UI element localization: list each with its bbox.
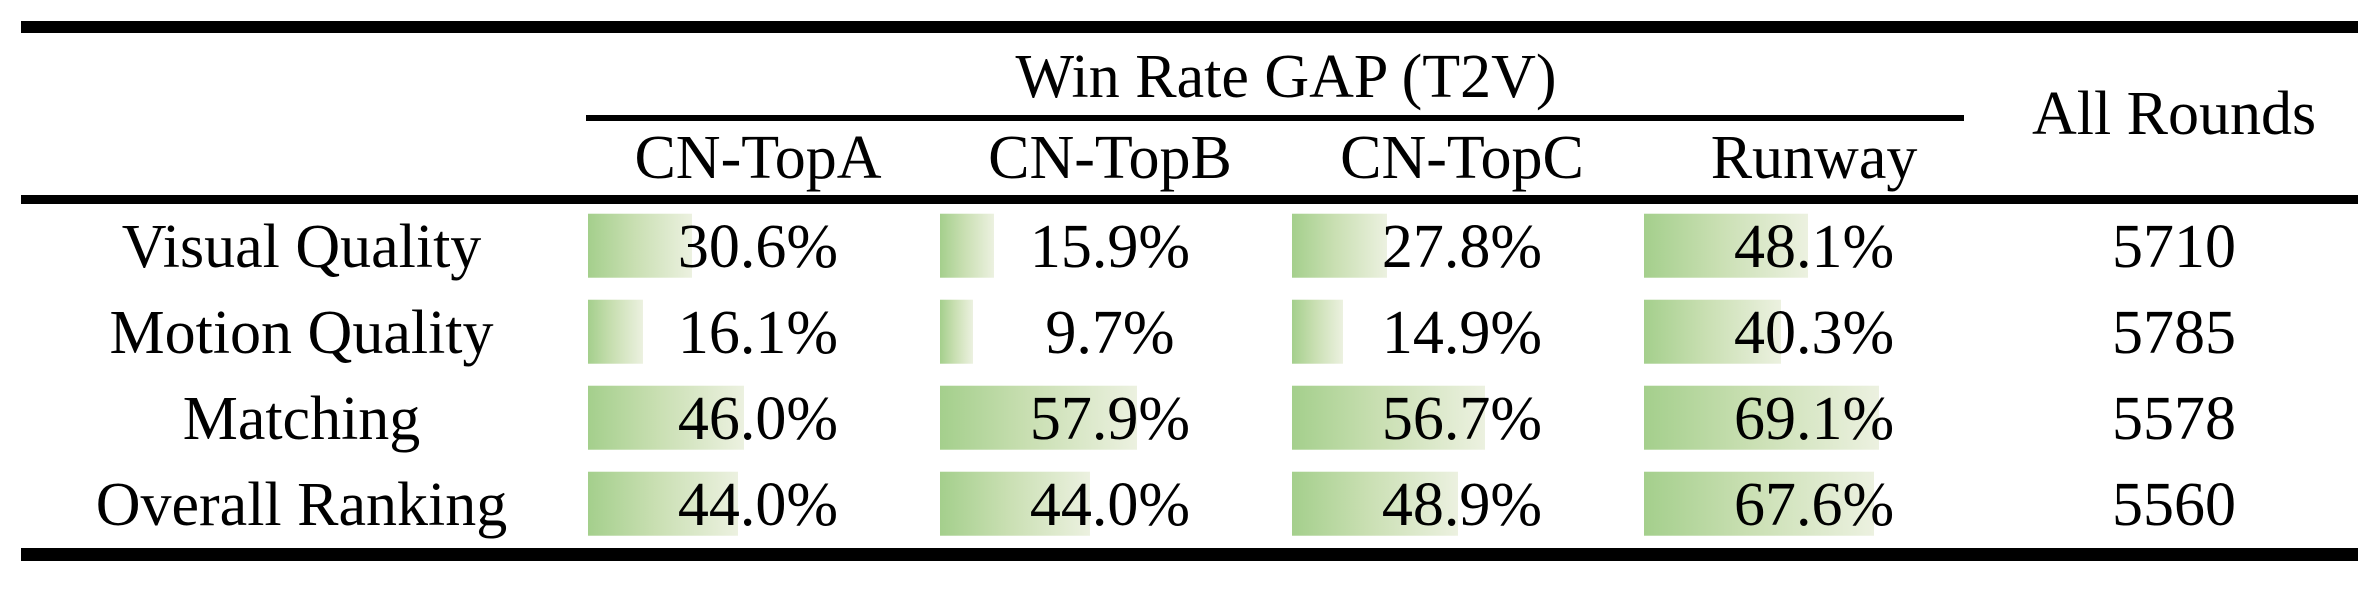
column-header-cn-topc: CN-TopC	[1286, 121, 1638, 204]
value-cell: 48.9%	[1286, 462, 1638, 555]
win-rate-value: 57.9%	[1029, 385, 1191, 453]
value-cell: 44.0%	[582, 462, 934, 555]
all-rounds-value: 5710	[2112, 213, 2237, 281]
win-rate-bar	[588, 299, 643, 364]
value-cell: 56.7%	[1286, 376, 1638, 462]
group-header-row: Win Rate GAP (T2V) All Rounds	[21, 27, 2359, 204]
value-cell: 69.1%	[1638, 376, 1990, 462]
all-rounds-value: 5560	[2112, 471, 2237, 539]
win-rate-bar	[1292, 385, 1485, 450]
win-rate-value: 44.0%	[1029, 471, 1191, 539]
value-cell: 14.9%	[1286, 290, 1638, 376]
win-rate-value: 44.0%	[677, 471, 839, 539]
value-cell: 44.0%	[934, 462, 1286, 555]
row-label: Matching	[182, 385, 421, 453]
win-rate-bar	[588, 385, 745, 450]
column-header-cn-topa: CN-TopA	[582, 121, 934, 204]
win-rate-bar	[1292, 299, 1343, 364]
value-cell: 16.1%	[582, 290, 934, 376]
win-rate-bar	[940, 213, 995, 278]
win-rate-gap-table: Win Rate GAP (T2V) All Rounds CN-TopA CN…	[21, 21, 2359, 561]
win-rate-value: 56.7%	[1381, 385, 1543, 453]
win-rate-bar	[588, 213, 693, 278]
win-rate-value: 27.8%	[1381, 213, 1543, 281]
row-label: Visual Quality	[121, 213, 482, 281]
win-rate-bar	[1644, 471, 1874, 536]
value-cell: 48.1%	[1638, 200, 1990, 291]
win-rate-bar	[940, 299, 973, 364]
value-cell: 30.6%	[582, 200, 934, 291]
win-rate-value: 48.9%	[1381, 471, 1543, 539]
win-rate-value: 9.7%	[1045, 299, 1175, 367]
win-rate-bar	[1644, 385, 1879, 450]
value-cell: 9.7%	[934, 290, 1286, 376]
group-header-underline	[586, 115, 1965, 121]
all-rounds-header: All Rounds	[1990, 27, 2359, 204]
win-rate-value: 67.6%	[1733, 471, 1895, 539]
win-rate-value: 15.9%	[1029, 213, 1191, 281]
table-row-overall-ranking: Overall Ranking 44.0% 44.0% 48.9% 67.6% …	[21, 462, 2358, 555]
table-row-visual-quality: Visual Quality 30.6% 15.9% 27.8% 48.1% 5…	[21, 200, 2358, 291]
value-cell: 46.0%	[582, 376, 934, 462]
row-label: Overall Ranking	[95, 471, 508, 539]
value-cell: 57.9%	[934, 376, 1286, 462]
win-rate-bar	[1292, 471, 1459, 536]
win-rate-value: 30.6%	[677, 213, 839, 281]
win-rate-value: 16.1%	[677, 299, 839, 367]
win-rate-bar	[940, 385, 1137, 450]
win-rate-value: 48.1%	[1733, 213, 1895, 281]
win-rate-bar	[1292, 213, 1387, 278]
model-header-row: CN-TopA CN-TopB CN-TopC Runway	[21, 121, 2358, 204]
all-rounds-value: 5785	[2112, 299, 2237, 367]
table-row-motion-quality: Motion Quality 16.1% 9.7% 14.9% 40.3% 57…	[21, 290, 2358, 376]
value-cell: 15.9%	[934, 200, 1286, 291]
table-row-matching: Matching 46.0% 57.9% 56.7% 69.1% 5578	[21, 376, 2358, 462]
win-rate-bar	[1644, 299, 1782, 364]
row-label: Motion Quality	[109, 299, 494, 367]
win-rate-value: 40.3%	[1733, 299, 1895, 367]
win-rate-value: 46.0%	[677, 385, 839, 453]
corner-cell	[21, 27, 582, 204]
win-rate-bar	[1644, 213, 1808, 278]
win-rate-bar	[940, 471, 1090, 536]
win-rate-value: 69.1%	[1733, 385, 1895, 453]
all-rounds-value: 5578	[2112, 385, 2237, 453]
value-cell: 27.8%	[1286, 200, 1638, 291]
value-cell: 67.6%	[1638, 462, 1990, 555]
column-header-runway: Runway	[1638, 121, 1991, 204]
win-rate-value: 14.9%	[1381, 299, 1543, 367]
win-rate-bar	[588, 471, 738, 536]
value-cell: 40.3%	[1638, 290, 1990, 376]
group-header-cell: Win Rate GAP (T2V)	[582, 27, 1990, 121]
column-header-cn-topb: CN-TopB	[934, 121, 1286, 204]
group-header-title: Win Rate GAP (T2V)	[1015, 43, 1557, 111]
